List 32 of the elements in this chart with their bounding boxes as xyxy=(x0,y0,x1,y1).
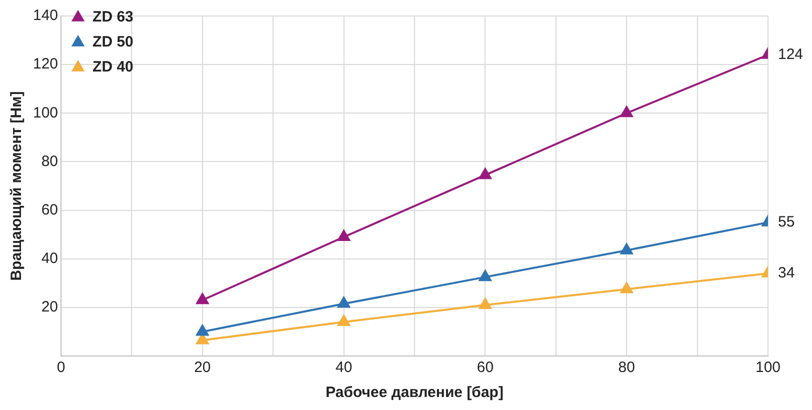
point xyxy=(196,324,209,336)
point xyxy=(338,296,350,308)
x-axis-title: Рабочее давление [бар] xyxy=(326,384,504,402)
x-tick-label: 100 xyxy=(755,359,781,376)
legend-label: ZD 63 xyxy=(92,8,134,26)
y-tick-label: 140 xyxy=(32,7,58,24)
point xyxy=(479,298,492,309)
x-tick-label: 20 xyxy=(194,359,211,376)
y-tick-label: 120 xyxy=(32,56,58,73)
y-tick-label: 20 xyxy=(41,298,58,316)
point xyxy=(338,230,350,241)
data-label: 34 xyxy=(778,264,795,282)
data-label: 55 xyxy=(778,214,795,231)
x-tick-label: 40 xyxy=(335,359,352,376)
point xyxy=(479,168,492,180)
y-tick-label: 60 xyxy=(41,201,58,218)
point xyxy=(338,315,350,326)
y-tick-label: 100 xyxy=(32,104,58,122)
legend-label: ZD 40 xyxy=(92,58,134,76)
point xyxy=(620,282,633,294)
point xyxy=(620,106,633,118)
y-tick-label: 80 xyxy=(41,152,58,170)
x-tick-label: 80 xyxy=(618,359,635,376)
data-label: 124 xyxy=(778,46,804,63)
x-tick-label: 0 xyxy=(56,359,66,376)
y-axis-title: Вращающий момент [Нм] xyxy=(8,91,26,281)
x-tick-label: 60 xyxy=(476,359,494,376)
point xyxy=(196,293,209,304)
y-tick-label: 40 xyxy=(41,250,58,267)
point xyxy=(479,270,492,282)
point xyxy=(620,243,633,254)
legend-label: ZD 50 xyxy=(92,34,134,51)
